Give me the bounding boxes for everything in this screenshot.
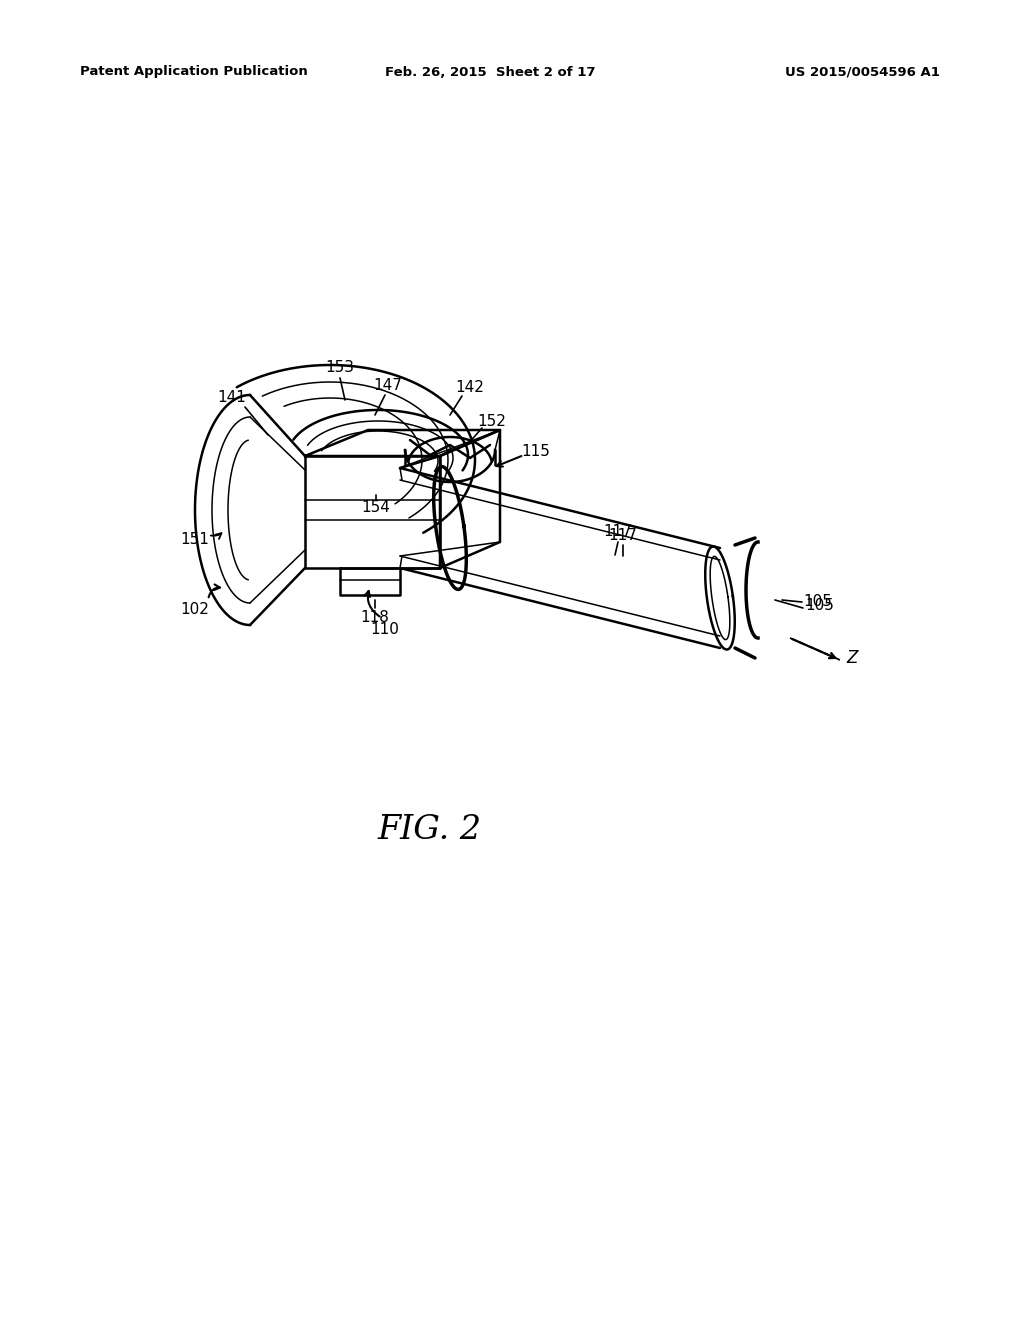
Text: FIG. 2: FIG. 2 — [378, 814, 482, 846]
Text: 141: 141 — [217, 391, 247, 405]
Text: Patent Application Publication: Patent Application Publication — [80, 66, 308, 78]
Text: 154: 154 — [361, 500, 390, 516]
Text: 147: 147 — [374, 378, 402, 392]
Text: Feb. 26, 2015  Sheet 2 of 17: Feb. 26, 2015 Sheet 2 of 17 — [385, 66, 595, 78]
Text: 102: 102 — [180, 602, 210, 618]
Text: 110: 110 — [371, 623, 399, 638]
Text: Z: Z — [846, 649, 858, 667]
Text: 105: 105 — [806, 598, 835, 612]
Text: 152: 152 — [477, 414, 507, 429]
Text: 117: 117 — [608, 528, 637, 543]
Text: 117: 117 — [603, 524, 633, 540]
Text: 115: 115 — [521, 445, 551, 459]
Text: 118: 118 — [360, 610, 389, 626]
Text: 142: 142 — [456, 380, 484, 396]
Text: 151: 151 — [180, 532, 210, 548]
Text: US 2015/0054596 A1: US 2015/0054596 A1 — [785, 66, 940, 78]
Text: 105: 105 — [804, 594, 833, 610]
Text: 153: 153 — [326, 360, 354, 375]
